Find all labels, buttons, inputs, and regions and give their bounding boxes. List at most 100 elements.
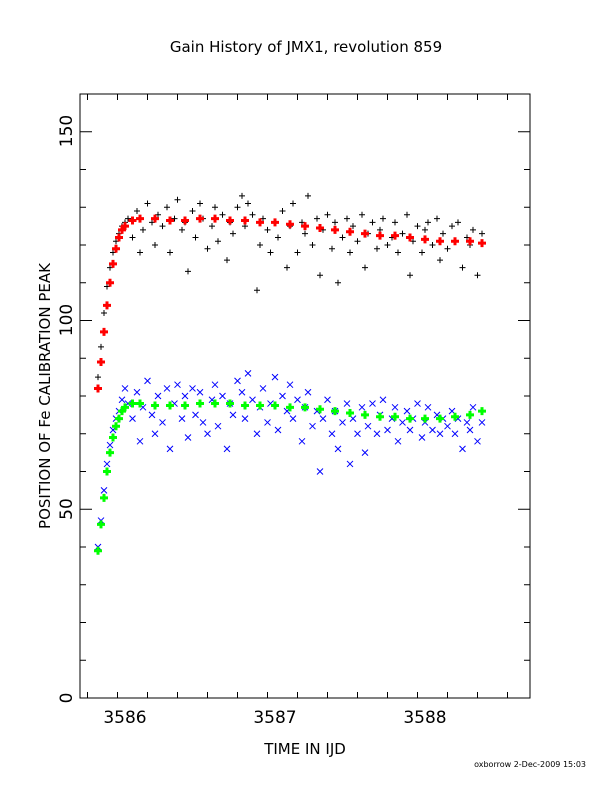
- data-point: [478, 407, 486, 416]
- data-point: [284, 264, 290, 271]
- data-point: [316, 224, 324, 233]
- data-point: [474, 272, 481, 279]
- data-point: [354, 238, 361, 245]
- data-point: [95, 374, 101, 381]
- x-axis-label: TIME IN IJD: [263, 740, 346, 758]
- data-point: [354, 430, 361, 438]
- data-point: [479, 230, 485, 237]
- x-tick-label-3588: 3588: [403, 708, 446, 728]
- data-point: [406, 426, 414, 434]
- data-point: [219, 392, 226, 400]
- data-point: [192, 411, 199, 419]
- data-point: [391, 403, 399, 411]
- data-point: [361, 449, 369, 456]
- data-point: [346, 460, 354, 468]
- data-point: [112, 422, 120, 431]
- data-point: [374, 245, 380, 252]
- data-point: [230, 230, 236, 237]
- data-point: [167, 249, 173, 256]
- data-point: [204, 245, 211, 252]
- data-point: [249, 396, 256, 404]
- data-point: [466, 410, 474, 419]
- data-point: [459, 264, 466, 271]
- data-point: [444, 422, 451, 430]
- data-point: [404, 211, 410, 218]
- data-point: [478, 419, 486, 426]
- data-point: [103, 467, 111, 476]
- data-point: [406, 233, 414, 242]
- data-point: [407, 272, 413, 279]
- data-point: [339, 419, 346, 426]
- data-point: [406, 414, 414, 423]
- data-point: [361, 410, 369, 419]
- data-point: [469, 403, 477, 411]
- data-point: [121, 385, 129, 392]
- data-point: [403, 407, 411, 415]
- y-tick-label-0: 0: [57, 693, 77, 704]
- data-point: [317, 272, 323, 279]
- data-point: [478, 239, 486, 248]
- data-point: [437, 257, 443, 264]
- data-point: [125, 215, 131, 222]
- data-point: [101, 309, 107, 316]
- data-point: [344, 215, 350, 222]
- data-point: [424, 403, 432, 411]
- data-point: [115, 414, 123, 423]
- data-point: [466, 426, 474, 434]
- data-point: [112, 244, 120, 253]
- data-point: [391, 412, 399, 421]
- data-point: [171, 215, 178, 222]
- data-point: [286, 220, 294, 229]
- footer-timestamp: oxborrow 2-Dec-2009 15:03: [474, 760, 586, 769]
- series-1: [94, 214, 486, 393]
- data-point: [436, 414, 444, 423]
- data-point: [286, 403, 294, 412]
- data-point: [391, 231, 399, 240]
- data-point: [224, 257, 230, 264]
- data-point: [234, 377, 241, 385]
- data-point: [144, 200, 151, 207]
- data-point: [394, 437, 402, 445]
- data-point: [219, 211, 226, 218]
- data-point: [223, 445, 231, 453]
- data-point: [174, 381, 181, 389]
- data-point: [100, 487, 108, 494]
- data-point: [254, 287, 260, 294]
- data-point: [204, 430, 211, 438]
- data-point: [380, 215, 386, 222]
- data-point: [332, 219, 338, 226]
- data-point: [94, 384, 102, 393]
- data-point: [346, 408, 354, 417]
- data-point: [399, 419, 406, 426]
- data-point: [429, 242, 436, 248]
- data-point: [361, 229, 369, 238]
- data-point: [209, 223, 215, 230]
- data-point: [444, 245, 451, 252]
- data-point: [241, 216, 249, 225]
- data-point: [339, 234, 346, 241]
- data-point: [106, 278, 114, 287]
- data-point: [103, 460, 111, 468]
- data-point: [256, 218, 264, 227]
- data-point: [136, 399, 144, 408]
- data-point: [451, 412, 459, 421]
- data-point: [98, 343, 104, 350]
- data-point: [196, 388, 204, 396]
- data-point: [151, 430, 159, 438]
- data-point: [134, 208, 140, 215]
- data-point: [419, 249, 425, 256]
- data-point: [239, 192, 245, 199]
- data-point: [418, 434, 426, 441]
- data-point: [286, 381, 294, 389]
- data-point: [466, 237, 474, 246]
- data-point: [185, 268, 191, 275]
- data-point: [331, 225, 339, 234]
- data-point: [174, 196, 181, 203]
- data-point: [226, 216, 234, 225]
- data-point: [249, 211, 256, 218]
- data-point: [234, 204, 241, 211]
- data-point: [129, 234, 136, 241]
- data-point: [279, 208, 286, 215]
- data-point: [274, 426, 282, 434]
